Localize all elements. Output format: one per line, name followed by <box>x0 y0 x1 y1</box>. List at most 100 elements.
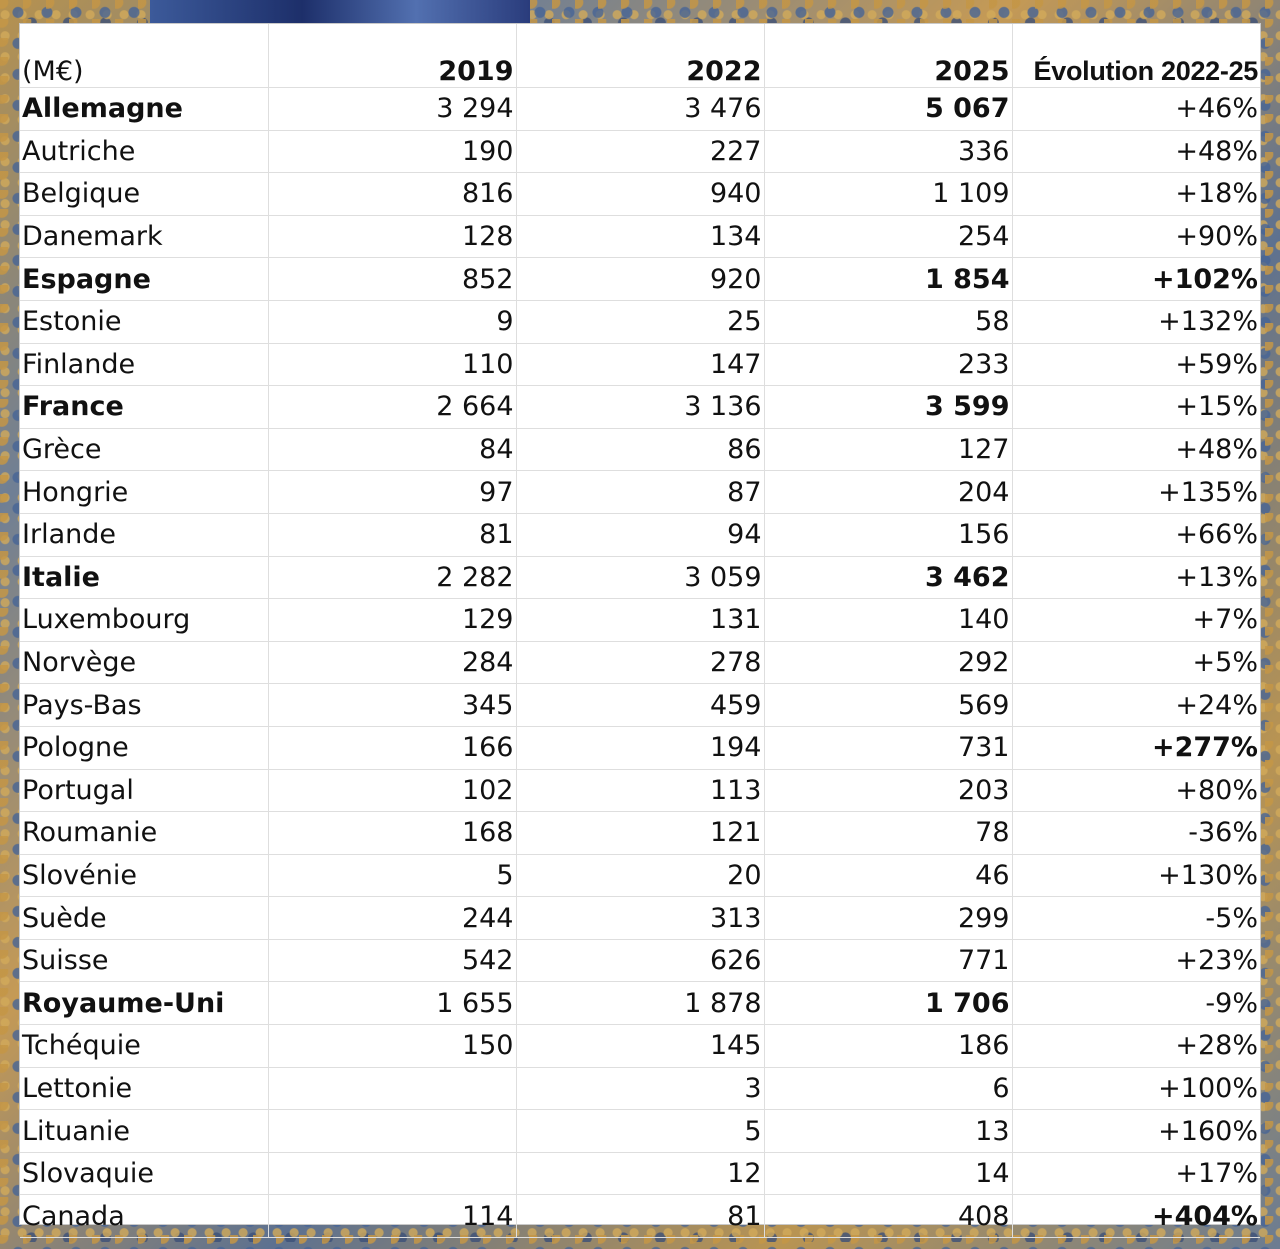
evolution-cell: +18% <box>1012 172 1260 216</box>
country-cell: Suisse <box>20 939 269 983</box>
header-unit: (M€) <box>20 24 269 88</box>
country-cell: Pologne <box>20 726 269 770</box>
evolution-cell: +24% <box>1012 683 1260 727</box>
evolution-cell: +277% <box>1012 726 1260 770</box>
value-2025-cell: 292 <box>764 641 1013 685</box>
country-cell: Autriche <box>20 130 269 174</box>
country-cell: Hongrie <box>20 470 269 514</box>
evolution-cell: +48% <box>1012 130 1260 174</box>
evolution-cell: +404% <box>1012 1194 1260 1239</box>
table-row: Lituanie 5 13 +160% <box>20 1109 1260 1153</box>
value-2022-cell: 94 <box>516 513 765 557</box>
table-row: Roumanie 168 121 78 -36% <box>20 811 1260 855</box>
country-cell: Allemagne <box>20 87 269 131</box>
evolution-cell: -36% <box>1012 811 1260 855</box>
table-row: Grèce 84 86 127 +48% <box>20 428 1260 472</box>
evolution-cell: +7% <box>1012 598 1260 642</box>
country-cell: Luxembourg <box>20 598 269 642</box>
value-2019-cell: 81 <box>268 513 517 557</box>
value-2019-cell: 110 <box>268 343 517 387</box>
value-2025-cell: 1 109 <box>764 172 1013 216</box>
value-2019-cell: 150 <box>268 1024 517 1068</box>
table-row: Italie 2 282 3 059 3 462 +13% <box>20 556 1260 600</box>
value-2019-cell: 128 <box>268 215 517 259</box>
value-2025-cell: 731 <box>764 726 1013 770</box>
evolution-cell: +5% <box>1012 641 1260 685</box>
country-cell: Roumanie <box>20 811 269 855</box>
country-cell: Royaume-Uni <box>20 981 269 1026</box>
header-2022: 2022 <box>516 24 765 88</box>
table-row: Suisse 542 626 771 +23% <box>20 939 1260 983</box>
value-2022-cell: 1 878 <box>516 981 765 1026</box>
country-cell: Slovaquie <box>20 1152 269 1196</box>
value-2019-cell: 2 664 <box>268 385 517 429</box>
value-2019-cell: 166 <box>268 726 517 770</box>
evolution-cell: +102% <box>1012 257 1260 301</box>
value-2019-cell: 2 282 <box>268 556 517 600</box>
value-2022-cell: 134 <box>516 215 765 259</box>
evolution-cell: +23% <box>1012 939 1260 983</box>
header-row: (M€) 2019 2022 2025 Évolution 2022-25 <box>20 24 1260 88</box>
value-2022-cell: 5 <box>516 1109 765 1153</box>
value-2022-cell: 145 <box>516 1024 765 1068</box>
value-2025-cell: 78 <box>764 811 1013 855</box>
value-2025-cell: 3 462 <box>764 556 1013 600</box>
evolution-cell: +46% <box>1012 87 1260 131</box>
table-row: Luxembourg 129 131 140 +7% <box>20 598 1260 642</box>
country-cell: Finlande <box>20 343 269 387</box>
value-2025-cell: 408 <box>764 1194 1013 1239</box>
value-2025-cell: 5 067 <box>764 87 1013 131</box>
table-row: Pays-Bas 345 459 569 +24% <box>20 683 1260 727</box>
evolution-cell: -9% <box>1012 981 1260 1026</box>
value-2022-cell: 113 <box>516 769 765 813</box>
country-cell: Italie <box>20 556 269 600</box>
value-2022-cell: 278 <box>516 641 765 685</box>
value-2019-cell: 345 <box>268 683 517 727</box>
value-2022-cell: 25 <box>516 300 765 344</box>
value-2022-cell: 313 <box>516 896 765 940</box>
country-cell: Portugal <box>20 769 269 813</box>
table-row: Pologne 166 194 731 +277% <box>20 726 1260 770</box>
evolution-cell: +13% <box>1012 556 1260 600</box>
value-2019-cell <box>268 1152 517 1196</box>
value-2022-cell: 12 <box>516 1152 765 1196</box>
value-2022-cell: 147 <box>516 343 765 387</box>
value-2022-cell: 3 059 <box>516 556 765 600</box>
value-2025-cell: 186 <box>764 1024 1013 1068</box>
table-row: Suède 244 313 299 -5% <box>20 896 1260 940</box>
value-2022-cell: 227 <box>516 130 765 174</box>
value-2025-cell: 6 <box>764 1067 1013 1111</box>
value-2019-cell: 102 <box>268 769 517 813</box>
value-2019-cell: 542 <box>268 939 517 983</box>
table-row: Espagne 852 920 1 854 +102% <box>20 257 1260 301</box>
data-table: (M€) 2019 2022 2025 Évolution 2022-25 Al… <box>20 24 1260 1239</box>
value-2022-cell: 131 <box>516 598 765 642</box>
table-row: Allemagne 3 294 3 476 5 067 +46% <box>20 87 1260 131</box>
value-2025-cell: 58 <box>764 300 1013 344</box>
evolution-cell: +28% <box>1012 1024 1260 1068</box>
table-row: Danemark 128 134 254 +90% <box>20 215 1260 259</box>
header-2025: 2025 <box>764 24 1013 88</box>
background-artwork <box>150 0 530 24</box>
table-row: Estonie 9 25 58 +132% <box>20 300 1260 344</box>
value-2022-cell: 194 <box>516 726 765 770</box>
value-2022-cell: 20 <box>516 854 765 898</box>
value-2019-cell: 5 <box>268 854 517 898</box>
value-2025-cell: 1 706 <box>764 981 1013 1026</box>
table-row: Canada 114 81 408 +404% <box>20 1194 1260 1239</box>
value-2019-cell: 129 <box>268 598 517 642</box>
value-2022-cell: 920 <box>516 257 765 301</box>
table-row: France 2 664 3 136 3 599 +15% <box>20 385 1260 429</box>
value-2022-cell: 86 <box>516 428 765 472</box>
table-row: Royaume-Uni 1 655 1 878 1 706 -9% <box>20 981 1260 1026</box>
evolution-cell: -5% <box>1012 896 1260 940</box>
value-2019-cell: 3 294 <box>268 87 517 131</box>
value-2025-cell: 14 <box>764 1152 1013 1196</box>
evolution-cell: +66% <box>1012 513 1260 557</box>
value-2022-cell: 626 <box>516 939 765 983</box>
evolution-cell: +130% <box>1012 854 1260 898</box>
table-row: Portugal 102 113 203 +80% <box>20 769 1260 813</box>
table-row: Slovaquie 12 14 +17% <box>20 1152 1260 1196</box>
country-cell: Pays-Bas <box>20 683 269 727</box>
value-2025-cell: 771 <box>764 939 1013 983</box>
